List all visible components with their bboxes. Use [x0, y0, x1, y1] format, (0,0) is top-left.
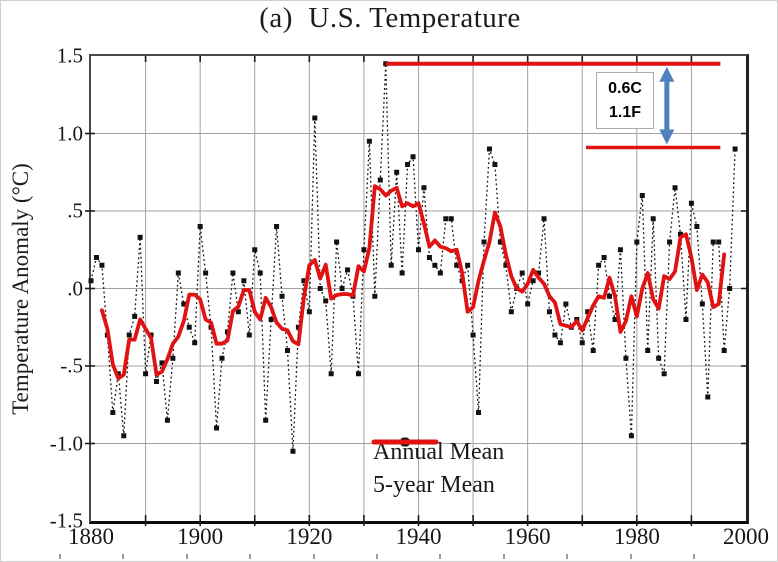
artifact-tick: [312, 554, 315, 559]
x-tick-label: 1900: [177, 524, 224, 549]
y-tick-label: 1.5: [56, 43, 83, 68]
artifact-tick: [439, 554, 442, 559]
delta-arrow-icon: [659, 66, 675, 145]
y-axis-label: Temperature Anomaly (°C): [8, 163, 33, 415]
y-tick-label: -.5: [60, 353, 83, 378]
chart-plot-svg: [85, 56, 746, 526]
artifact-tick: [693, 554, 695, 559]
plot-area: Annual Mean 5-year Mean 0.6C 1.1F: [85, 54, 749, 526]
five-year-mean-line-icon: [371, 439, 439, 445]
y-tick-label: 1.0: [56, 121, 83, 145]
legend-item-5-year-mean: 5-year Mean: [371, 439, 504, 500]
callout-fahrenheit-value: 1.1F: [608, 103, 641, 121]
temperature-difference-callout: 0.6C 1.1F: [596, 72, 654, 129]
y-tick-label: -1.0: [49, 431, 83, 455]
callout-celsius-value: 0.6C: [608, 79, 642, 97]
y-tick-label: .0: [67, 276, 83, 300]
x-tick-label: 1980: [613, 524, 660, 549]
chart-title: (a) U.S. Temperature: [259, 2, 521, 34]
artifact-tick: [59, 554, 61, 559]
artifact-tick: [502, 554, 505, 559]
y-tick-label: .5: [67, 198, 83, 223]
artifact-tick: [566, 554, 569, 559]
artifact-tick: [629, 554, 632, 559]
artifact-tick: [376, 554, 378, 559]
artifact-tick: [185, 554, 188, 559]
legend-label-5-year-mean: 5-year Mean: [373, 471, 495, 498]
x-tick-label: 1940: [395, 524, 442, 549]
x-tick-label: 1880: [68, 524, 114, 549]
x-tick-label: 2000: [723, 524, 769, 549]
x-tick-label: 1960: [504, 524, 551, 549]
legend: Annual Mean 5-year Mean: [371, 436, 504, 502]
artifact-tick: [122, 554, 125, 559]
artifact-tick: [249, 554, 252, 559]
y-tick-label: -1.5: [49, 508, 83, 533]
x-tick-label: 1920: [286, 524, 333, 549]
